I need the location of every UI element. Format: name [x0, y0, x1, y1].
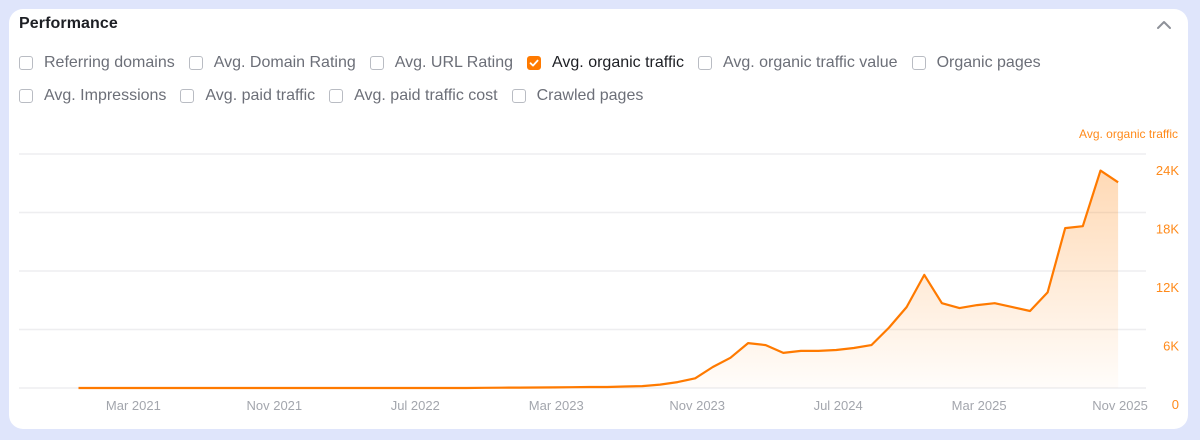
option-avg-domain-rating[interactable]: Avg. Domain Rating — [188, 54, 356, 72]
option-avg-impressions[interactable]: Avg. Impressions — [19, 87, 166, 105]
y-axis-labels: 0 6K 12K 18K 24K — [1156, 163, 1179, 412]
x-tick-label: Jul 2024 — [814, 398, 863, 413]
checkbox-avg-organic-traffic[interactable] — [527, 56, 542, 70]
checkbox-organic-pages[interactable] — [911, 56, 926, 70]
option-label: Organic pages — [936, 54, 1041, 71]
y-tick-label: 0 — [1172, 397, 1179, 412]
option-referring-domains[interactable]: Referring domains — [19, 54, 175, 72]
checkbox-avg-organic-traffic-value[interactable] — [697, 56, 712, 70]
traffic-area-fill — [78, 170, 1119, 388]
x-axis-labels: Mar 2021 Nov 2021 Jul 2022 Mar 2023 Nov 2023… — [106, 398, 1148, 413]
checkbox-avg-paid-traffic[interactable] — [180, 89, 195, 103]
option-label: Avg. organic traffic — [552, 54, 684, 71]
x-tick-label: Nov 2025 — [1092, 398, 1148, 413]
traffic-line[interactable] — [78, 169, 1119, 390]
option-avg-url-rating[interactable]: Avg. URL Rating — [369, 54, 514, 72]
panel-title: Performance — [19, 15, 118, 32]
checkbox-avg-impressions[interactable] — [19, 89, 33, 103]
checkmark-icon — [529, 59, 539, 67]
checkbox-avg-domain-rating[interactable] — [188, 56, 203, 70]
option-avg-organic-traffic[interactable]: Avg. organic traffic — [527, 54, 684, 72]
chevron-up-icon — [1157, 21, 1171, 29]
option-organic-pages[interactable]: Organic pages — [911, 54, 1041, 72]
option-avg-paid-traffic[interactable]: Avg. paid traffic — [180, 87, 315, 105]
checkbox-avg-url-rating[interactable] — [369, 56, 384, 70]
performance-panel: Performance Referring domains Avg. Domain… — [9, 9, 1188, 429]
collapse-button[interactable] — [1154, 15, 1174, 35]
x-tick-label: Nov 2023 — [669, 398, 725, 413]
option-avg-paid-traffic-cost[interactable]: Avg. paid traffic cost — [329, 87, 498, 105]
y-tick-label: 6K — [1163, 339, 1179, 354]
options-row: Referring domains Avg. Domain Rating Avg. … — [19, 52, 1159, 74]
option-label: Avg. Domain Rating — [213, 54, 356, 71]
checkbox-referring-domains[interactable] — [19, 56, 33, 70]
metric-options: Referring domains Avg. Domain Rating Avg. … — [19, 52, 1159, 118]
x-tick-label: Mar 2023 — [529, 398, 584, 413]
option-label: Avg. Impressions — [44, 87, 167, 104]
x-tick-label: Mar 2021 — [106, 398, 161, 413]
options-row: Avg. Impressions Avg. paid traffic Avg. pa… — [19, 85, 1159, 107]
y-tick-label: 18K — [1156, 222, 1179, 237]
checkbox-crawled-pages[interactable] — [511, 89, 526, 103]
option-label: Avg. organic traffic value — [722, 54, 898, 71]
option-label: Avg. paid traffic cost — [354, 87, 498, 104]
y-tick-label: 24K — [1156, 163, 1179, 178]
x-tick-label: Jul 2022 — [391, 398, 440, 413]
option-label: Referring domains — [44, 54, 175, 71]
option-label: Avg. URL Rating — [394, 54, 514, 71]
option-crawled-pages[interactable]: Crawled pages — [511, 87, 644, 105]
option-label: Crawled pages — [536, 87, 644, 104]
option-avg-organic-traffic-value[interactable]: Avg. organic traffic value — [697, 54, 898, 72]
x-tick-label: Nov 2021 — [246, 398, 302, 413]
series-axis-label: Avg. organic traffic — [1079, 127, 1178, 141]
y-tick-label: 12K — [1156, 280, 1179, 295]
x-tick-label: Mar 2025 — [952, 398, 1007, 413]
checkbox-avg-paid-traffic-cost[interactable] — [329, 89, 344, 103]
option-label: Avg. paid traffic — [205, 87, 316, 104]
